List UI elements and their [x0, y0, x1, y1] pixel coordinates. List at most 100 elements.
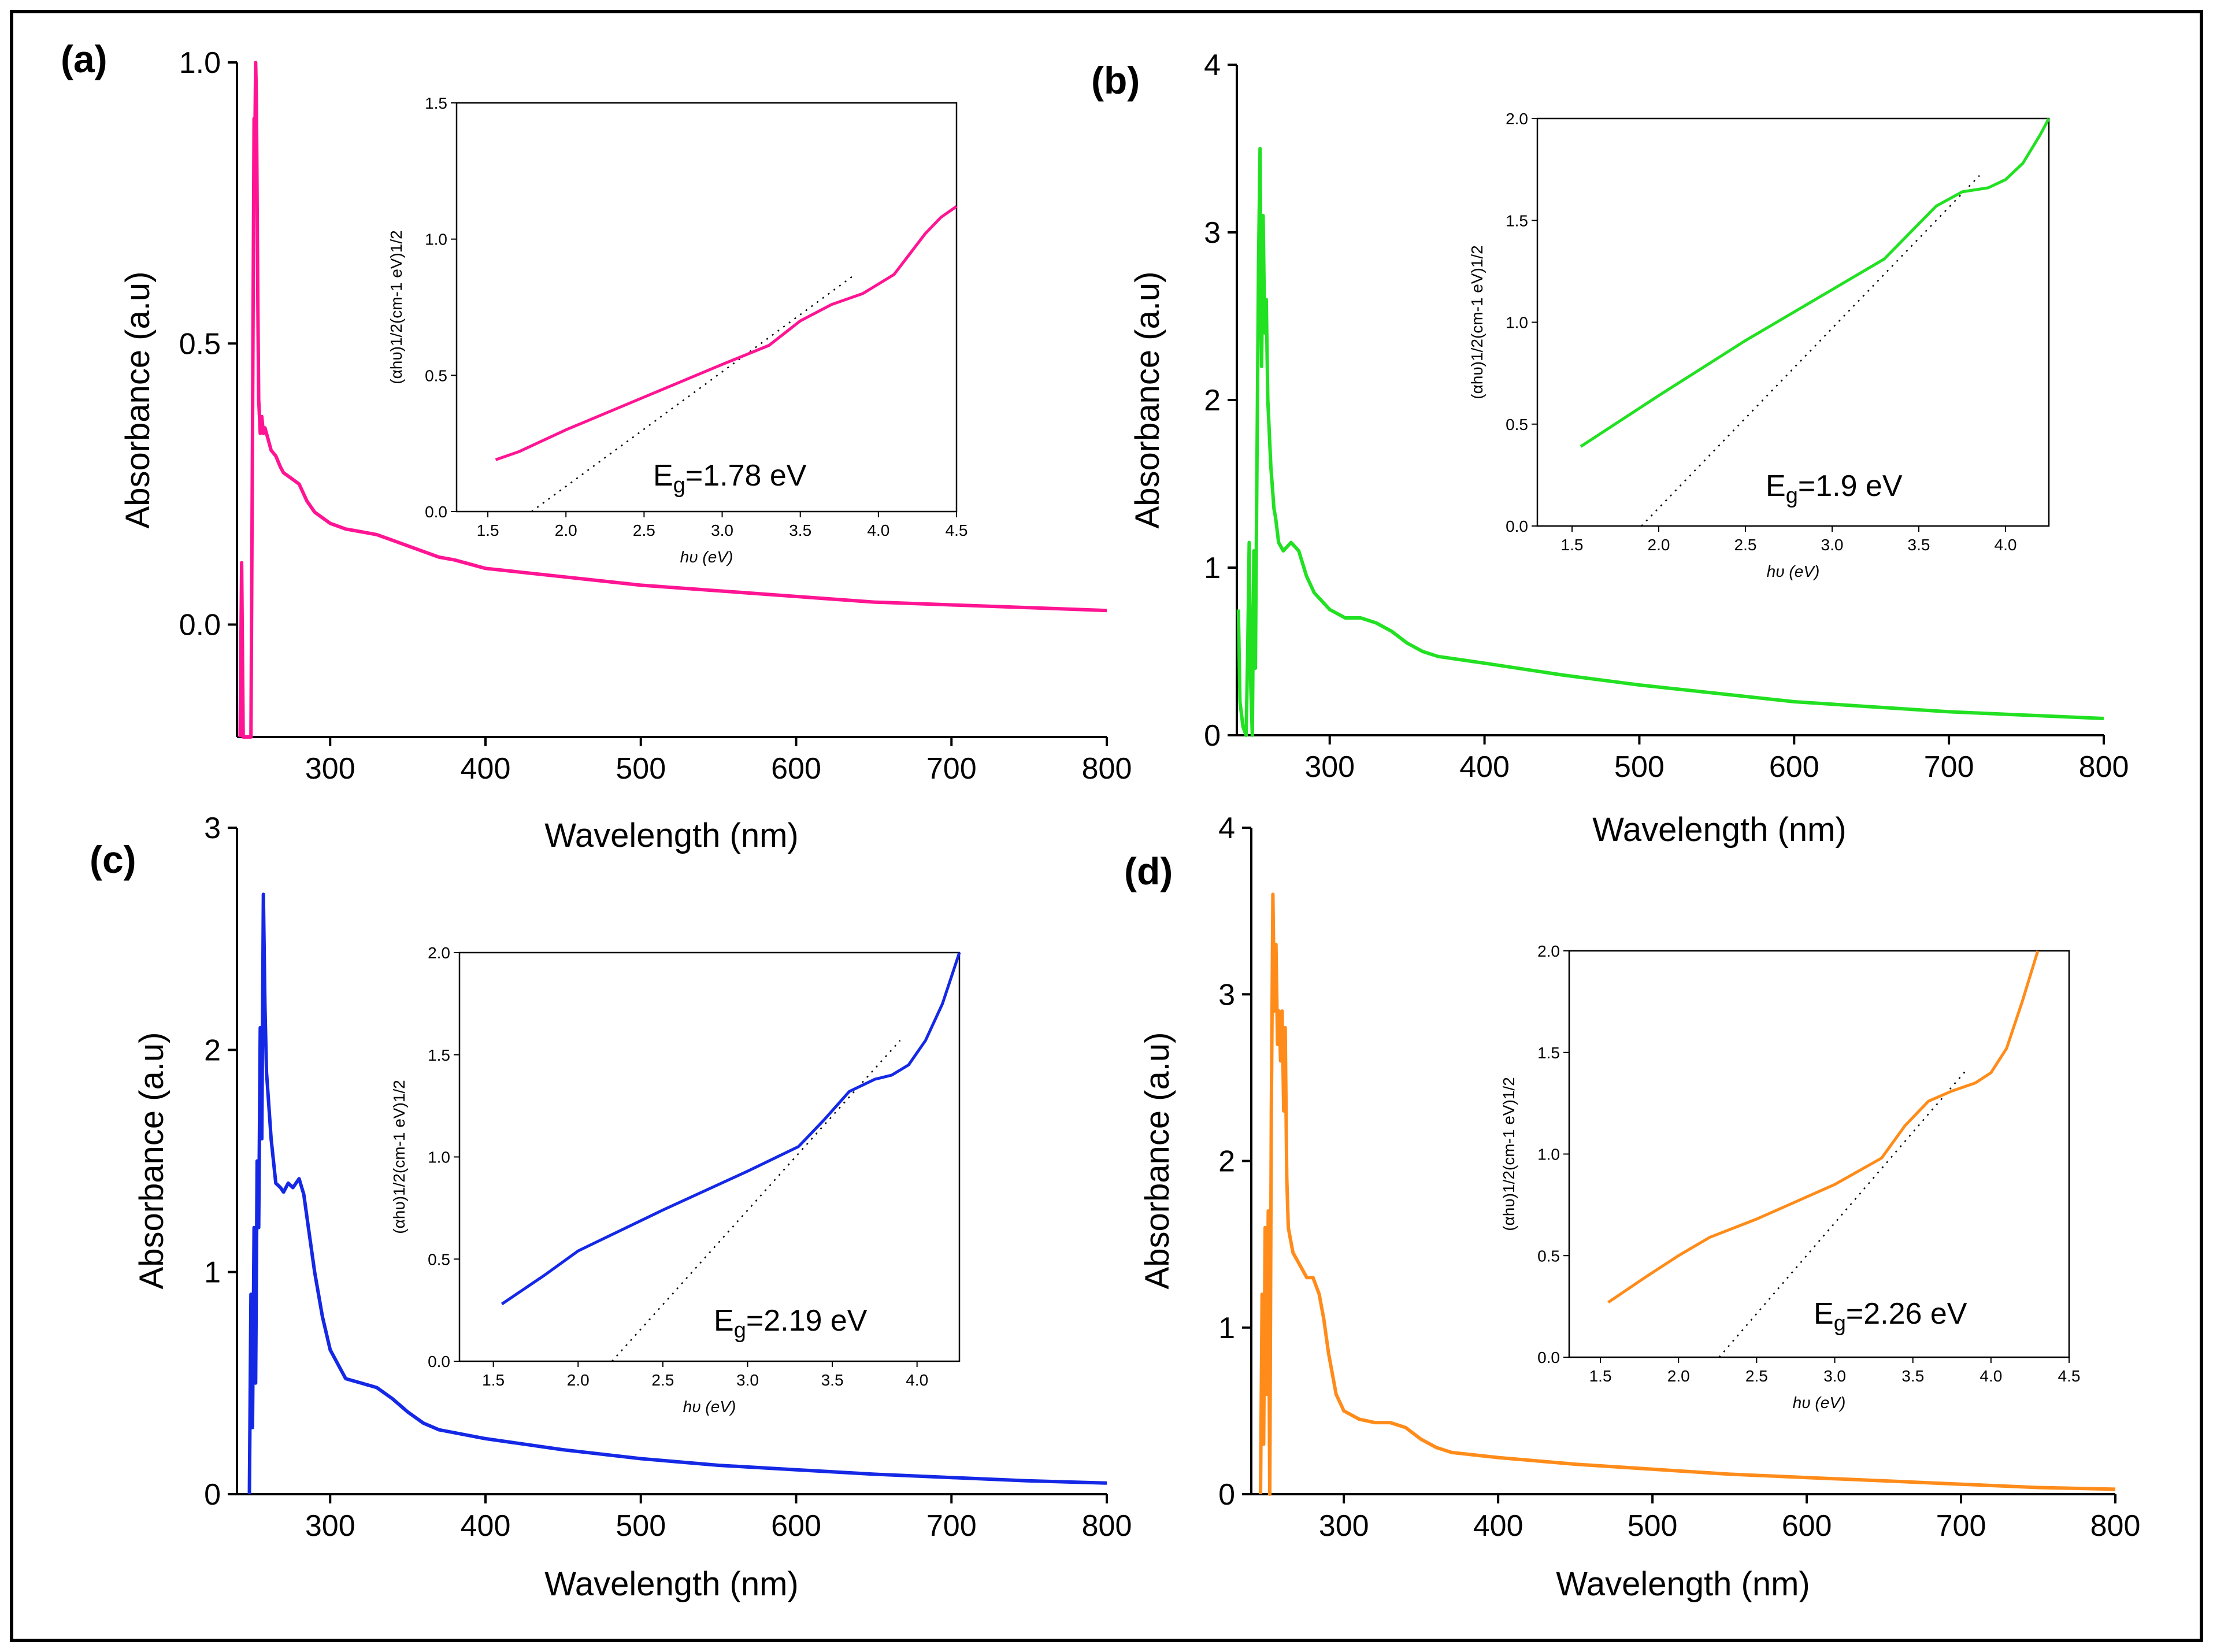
inset-x-tick-label: 4.0: [906, 1371, 928, 1389]
y-tick-label: 2: [1218, 1145, 1235, 1179]
inset-frame: [458, 951, 961, 1362]
y-tick-label: 3: [1204, 216, 1221, 250]
inset-x-axis-title: hυ (eV): [1793, 1394, 1846, 1412]
panel-label: (b): [1091, 59, 1140, 102]
x-tick-label: 300: [305, 752, 355, 786]
inset-x-tick-label: 4.5: [2058, 1367, 2081, 1385]
inset-y-tick-label: 0.5: [1506, 416, 1528, 434]
panel-b: (b) 300 400 500 600 700 800 0 1 2 3 4 Wavelength (nm…: [1091, 49, 2129, 849]
x-axis-title: Wavelength (nm): [544, 817, 798, 854]
inset-fit-line: [1718, 1068, 1969, 1358]
band-gap-value: =2.26 eV: [1846, 1297, 1967, 1331]
inset-y-axis-title: (αhυ)1/2(cm-1 eV)1/2: [1500, 1077, 1518, 1231]
inset-x-axis-title: hυ (eV): [680, 548, 733, 566]
x-tick-label: 700: [926, 752, 977, 786]
absorbance-curve: [247, 892, 1107, 1495]
y-axis-title: Absorbance (a.u): [133, 1032, 170, 1290]
band-gap-subscript: g: [673, 473, 685, 498]
inset-x-tick-label: 3.0: [711, 521, 733, 539]
x-tick-label: 300: [1304, 750, 1355, 784]
x-tick-label: 500: [616, 1509, 666, 1543]
band-gap-label: Eg=2.26 eV: [1814, 1297, 1967, 1336]
inset-tauc-curve: [495, 205, 958, 461]
x-tick-label: 500: [1614, 750, 1665, 784]
y-tick-label: 2: [204, 1034, 221, 1067]
x-tick-label: 400: [461, 1509, 511, 1543]
inset-frame: [1536, 117, 2050, 527]
inset-y-tick-label: 1.0: [1537, 1146, 1560, 1164]
x-tick-label: 500: [1628, 1509, 1678, 1543]
x-tick-label: 700: [1924, 750, 1974, 784]
band-gap-label: Eg=1.9 eV: [1766, 469, 1903, 508]
y-tick-label: 1: [204, 1256, 221, 1290]
inset-tauc-curve: [501, 952, 961, 1306]
inset-x-tick-label: 4.0: [1980, 1367, 2002, 1385]
x-tick-label: 800: [1082, 752, 1132, 786]
x-axis-title: Wavelength (nm): [544, 1565, 798, 1603]
y-tick-label: 0.0: [179, 609, 221, 642]
inset-y-tick-label: 1.5: [1537, 1044, 1560, 1062]
inset-y-tick-label: 0.0: [428, 1353, 450, 1371]
inset-tauc-curve: [1580, 117, 2051, 448]
absorbance-curve: [238, 61, 1107, 739]
inset-x-tick-label: 3.5: [789, 521, 811, 539]
y-tick-label: 3: [1218, 978, 1235, 1012]
inset-frame: [455, 102, 958, 513]
x-tick-label: 700: [1936, 1509, 1986, 1543]
x-tick-label: 500: [616, 752, 666, 786]
inset-y-axis-title: (αhυ)1/2(cm-1 eV)1/2: [390, 1080, 408, 1234]
y-tick-label: 4: [1204, 49, 1221, 82]
panel-a: (a) 300 400 500 600 700 800 0.0 0.5 1.0 Wavelength…: [61, 38, 1132, 854]
inset-x-tick-label: 2.0: [1648, 536, 1670, 554]
band-gap-value: =2.19 eV: [746, 1304, 868, 1338]
inset-y-tick-label: 0.0: [1537, 1349, 1560, 1366]
x-tick-label: 300: [1319, 1509, 1369, 1543]
inset-x-tick-label: 3.5: [821, 1371, 844, 1389]
inset-x-tick-label: 3.0: [1823, 1367, 1846, 1385]
inset-x-tick-label: 2.0: [567, 1371, 590, 1389]
inset-x-tick-label: 1.5: [482, 1371, 505, 1389]
y-tick-label: 1: [1204, 551, 1221, 585]
band-gap-symbol: E: [1766, 469, 1786, 503]
inset-fit-line: [611, 1040, 901, 1362]
y-tick-label: 1: [1218, 1312, 1235, 1345]
inset-x-tick-label: 4.0: [1995, 536, 2017, 554]
inset-x-tick-label: 1.5: [477, 521, 499, 539]
inset-y-tick-label: 1.5: [1506, 212, 1528, 229]
inset-tauc-plot: 1.5 2.0 2.5 3.0 3.5 4.0 0.0 0.5 1.0 1.5 2.0 hυ (eV)…: [390, 944, 961, 1416]
x-tick-label: 600: [1782, 1509, 1832, 1543]
inset-tauc-plot: 1.5 2.0 2.5 3.0 3.5 4.0 4.5 0.0 0.5 1.0 1.5 2.0 hυ (…: [1500, 942, 2080, 1412]
x-tick-label: 800: [2079, 750, 2129, 784]
inset-y-axis-title: (αhυ)1/2(cm-1 eV)1/2: [1468, 245, 1486, 399]
inset-x-tick-label: 3.0: [736, 1371, 759, 1389]
inset-x-tick-label: 4.5: [946, 521, 968, 539]
y-tick-label: 0: [1204, 719, 1221, 753]
band-gap-subscript: g: [734, 1318, 746, 1343]
inset-x-tick-label: 3.5: [1901, 1367, 1924, 1385]
inset-y-axis-title: (αhυ)1/2(cm-1 eV)1/2: [387, 230, 405, 384]
x-tick-label: 600: [771, 752, 821, 786]
panel-d: (d) 300 400 500 600 700 800 0 1 2 3 4 Wavelength (nm…: [1124, 812, 2140, 1603]
x-tick-label: 600: [771, 1509, 821, 1543]
x-axis-title: Wavelength (nm): [1556, 1565, 1810, 1603]
inset-y-tick-label: 2.0: [1537, 942, 1560, 960]
inset-tauc-plot: 1.5 2.0 2.5 3.0 3.5 4.0 4.5 0.0 0.5 1.0 1.5 hυ (eV)…: [387, 94, 968, 566]
inset-x-tick-label: 2.5: [1734, 536, 1757, 554]
y-tick-label: 0: [1218, 1478, 1235, 1512]
inset-tauc-curve: [1607, 950, 2040, 1304]
band-gap-symbol: E: [714, 1304, 734, 1338]
panel-c: (c) 300 400 500 600 700 800 0 1 2 3 Wavelength (nm)…: [90, 812, 1132, 1603]
inset-frame: [1568, 950, 2070, 1358]
x-tick-label: 400: [461, 752, 511, 786]
inset-y-tick-label: 0.5: [425, 366, 447, 384]
band-gap-subscript: g: [1786, 484, 1798, 508]
inset-y-tick-label: 1.5: [428, 1046, 450, 1064]
inset-fit-line: [531, 273, 856, 513]
inset-x-tick-label: 1.5: [1589, 1367, 1612, 1385]
inset-y-tick-label: 0.5: [1537, 1247, 1560, 1265]
inset-tauc-plot: 1.5 2.0 2.5 3.0 3.5 4.0 0.0 0.5 1.0 1.5 2.0 hυ (eV)…: [1468, 110, 2051, 580]
inset-y-tick-label: 1.0: [428, 1149, 450, 1166]
inset-x-tick-label: 3.0: [1821, 536, 1844, 554]
y-axis-title: Absorbance (a.u): [1139, 1032, 1176, 1290]
